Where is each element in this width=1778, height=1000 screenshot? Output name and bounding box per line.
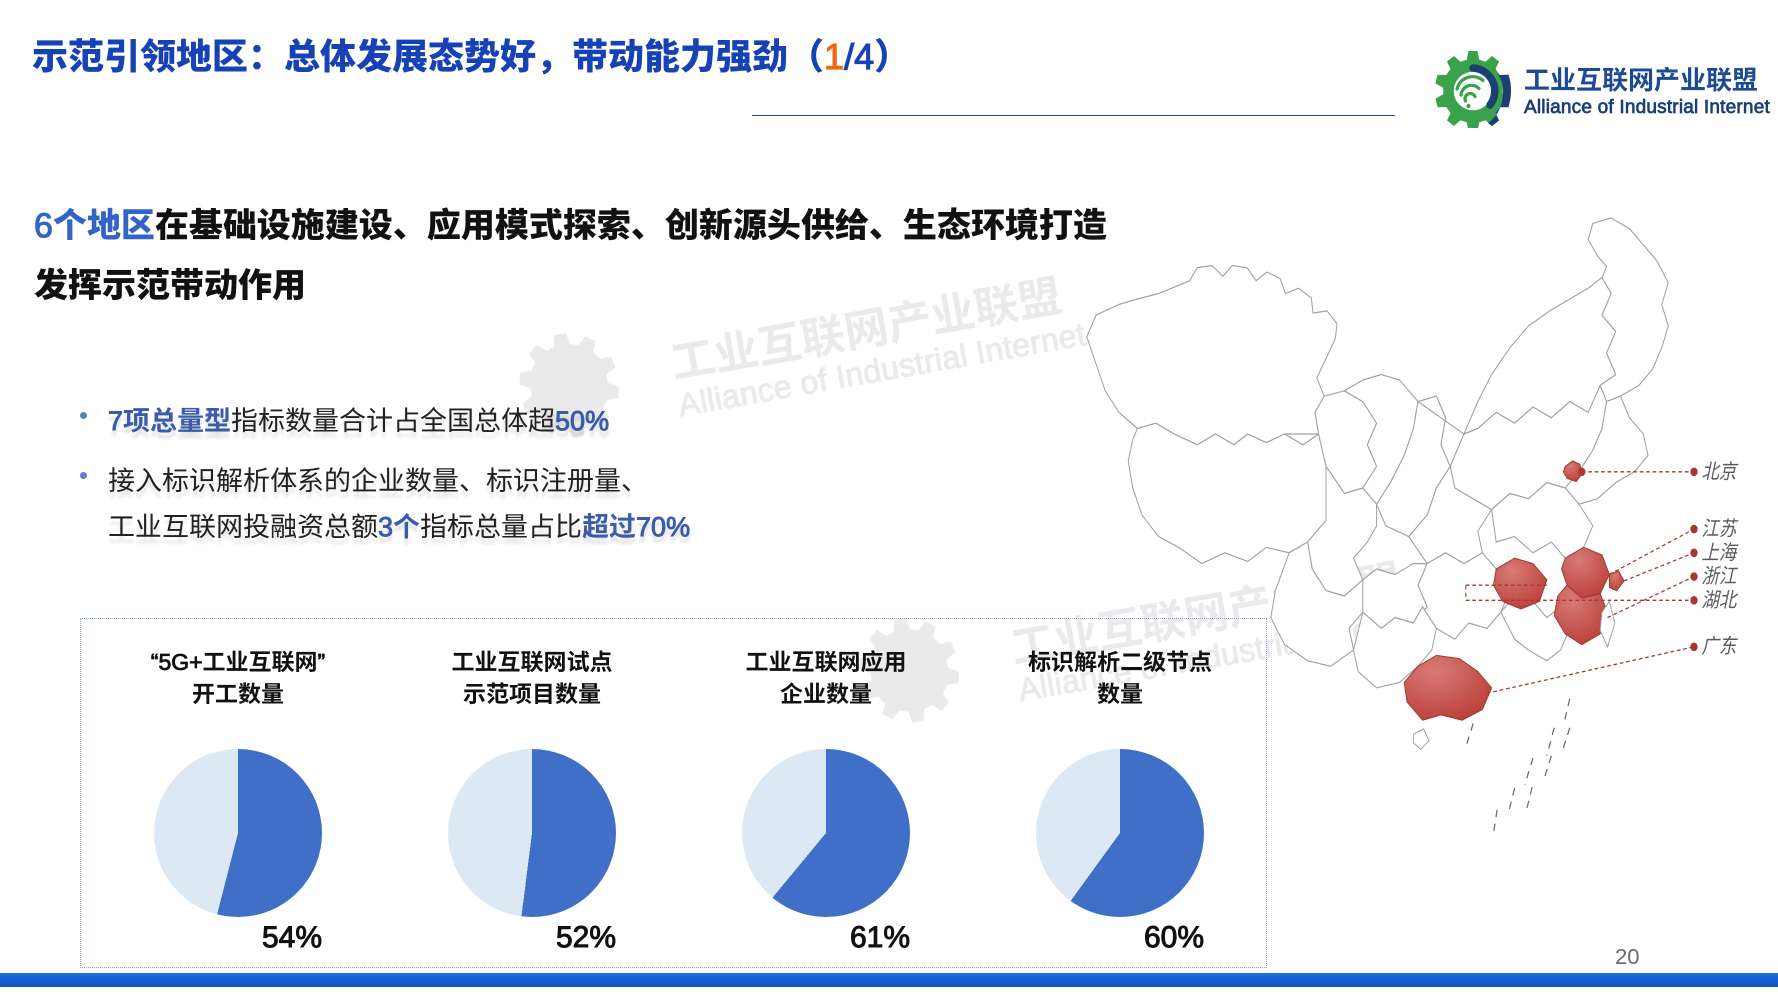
svg-text:浙江: 浙江: [1701, 566, 1738, 589]
svg-text:北京: 北京: [1701, 460, 1739, 484]
svg-text:工业互联网产业联盟: 工业互联网产业联盟: [1524, 65, 1758, 95]
svg-text:湖北: 湖北: [1701, 590, 1738, 613]
svg-text:江苏: 江苏: [1701, 518, 1739, 541]
svg-text:广东: 广东: [1701, 635, 1738, 659]
svg-text:Alliance of Industrial Interne: Alliance of Industrial Internet: [1523, 97, 1770, 118]
svg-text:上海: 上海: [1701, 541, 1739, 565]
